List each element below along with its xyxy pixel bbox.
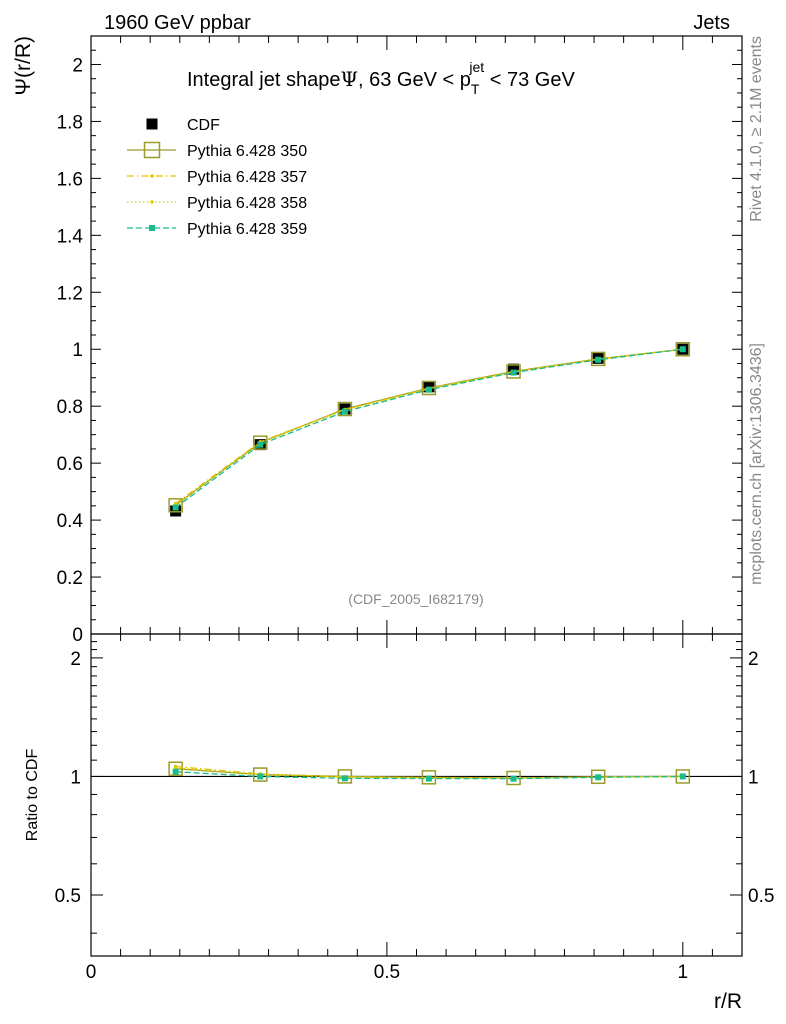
legend-marker-2	[150, 174, 154, 178]
main-y-tick-label: 1.8	[57, 112, 83, 133]
main-y-tick-label: 0.4	[57, 511, 84, 532]
main-point-4-5	[595, 356, 602, 363]
main-point-4-4	[510, 369, 517, 376]
ratio-point-3-4	[510, 775, 517, 782]
ratio-y-tick-label-right: 0.5	[748, 886, 774, 907]
rivet-version-label: Rivet 4.1.0, ≥ 2.1M events	[748, 36, 765, 222]
main-y-tick-label: 1.4	[57, 226, 84, 247]
main-point-1-2	[337, 401, 353, 417]
main-series-1	[168, 341, 691, 513]
ratio-series-3	[172, 768, 686, 782]
main-point-4-2	[341, 408, 348, 415]
main-series-line-3	[175, 348, 683, 506]
legend-label-4: Pythia 6.428 359	[187, 221, 307, 238]
main-point-1-0	[168, 498, 183, 513]
title-suffix: < 73 GeV	[484, 69, 575, 91]
main-point-0-4	[508, 363, 520, 375]
main-y-axis-label: Ψ(r/R)	[12, 36, 35, 96]
main-series-3	[173, 347, 685, 507]
mcplots-label: mcplots.cern.ch [arXiv:1306.3436]	[748, 343, 765, 585]
title-psi: Ψ	[340, 67, 358, 91]
main-y-tick-label: 0.8	[57, 397, 83, 418]
main-series-4	[172, 346, 686, 511]
ratio-point-3-5	[595, 774, 602, 781]
main-series-group	[168, 341, 691, 517]
main-y-tick-label: 0.6	[57, 454, 83, 475]
title-mid: , 63 GeV < p	[358, 69, 471, 91]
ratio-frame	[90, 633, 743, 957]
title-sub: T	[471, 81, 480, 97]
main-y-tick-label: 0.2	[57, 568, 83, 589]
ratio-series-group	[168, 761, 691, 786]
main-point-4-0	[172, 504, 179, 511]
header-right-label: Jets	[693, 12, 730, 34]
legend-label-2: Pythia 6.428 357	[187, 169, 307, 186]
header-left-label: 1960 GeV ppbar	[104, 12, 251, 34]
main-y-tick-label: 1	[72, 340, 83, 361]
main-y-tick-label: 1.6	[57, 169, 83, 190]
main-y-tick-label: 1.2	[57, 283, 83, 304]
legend-item-0: CDF	[146, 117, 220, 134]
main-point-4-3	[425, 386, 432, 393]
ratio-point-3-2	[341, 775, 348, 782]
main-point-1-6	[675, 341, 691, 357]
legend: CDF Pythia 6.428 350 Pythia 6.428 357 Pythi…	[127, 117, 307, 238]
ratio-x-axis: 0 0.5 1	[86, 634, 743, 983]
ratio-y-tick-label: 2	[70, 649, 81, 670]
main-y-axis: 0 0.2 0.4 0.6 0.8 1 1.2 1.4 1.6 1.8 2	[57, 35, 742, 646]
main-series-line-2	[175, 348, 683, 505]
ratio-y-tick-label-right: 1	[748, 767, 759, 788]
legend-marker-3	[150, 200, 154, 204]
ratio-point-0-0	[168, 761, 183, 777]
main-x-axis	[90, 36, 743, 634]
legend-marker-0	[146, 118, 158, 130]
main-y-tick-label: 0	[72, 625, 83, 646]
legend-marker-1	[143, 141, 161, 159]
main-panel: 0 0.2 0.4 0.6 0.8 1 1.2 1.4 1.6 1.8 2 Ψ(r/R) Integ…	[12, 35, 743, 646]
main-point-1-4	[506, 364, 521, 379]
main-chart-title: Integral jet shapeΨ, 63 GeV < pTjet < 73…	[187, 59, 575, 97]
legend-item-2: Pythia 6.428 357	[127, 169, 307, 186]
x-tick-label: 0.5	[374, 962, 400, 983]
main-series-2	[173, 347, 685, 506]
x-axis-label: r/R	[714, 990, 742, 1013]
main-series-line-4	[175, 348, 683, 509]
ratio-y-axis-label: Ratio to CDF	[24, 749, 41, 842]
ratio-point-3-3	[425, 775, 432, 782]
ratio-point-3-0	[172, 768, 179, 775]
ratio-y-tick-label-right: 2	[748, 649, 759, 670]
x-tick-label: 0	[86, 962, 97, 983]
ratio-y-axis: 0.5 0.5 1 1 2 2	[55, 641, 774, 934]
ratio-point-3-6	[679, 773, 686, 780]
ratio-y-tick-label: 0.5	[55, 886, 81, 907]
main-point-0-0	[170, 505, 182, 517]
ratio-point-3-1	[257, 773, 264, 780]
title-prefix: Integral jet shape	[187, 69, 340, 91]
ratio-y-tick-label: 1	[70, 767, 81, 788]
legend-marker-4	[149, 225, 155, 231]
main-y-tick-label: 2	[72, 55, 83, 76]
legend-label-0: CDF	[187, 117, 220, 134]
main-point-4-6	[679, 346, 686, 353]
ratio-panel: 0.5 0.51 12 2 0 0.5 1 Ratio to CDF r/R	[24, 633, 774, 1013]
x-tick-label: 1	[678, 962, 689, 983]
legend-item-1: Pythia 6.428 350	[127, 141, 307, 160]
main-point-4-1	[257, 441, 264, 448]
legend-label-1: Pythia 6.428 350	[187, 143, 307, 160]
legend-item-3: Pythia 6.428 358	[127, 195, 307, 212]
analysis-watermark: (CDF_2005_I682179)	[348, 591, 483, 607]
main-series-line-1	[175, 348, 683, 506]
legend-label-3: Pythia 6.428 358	[187, 195, 307, 212]
title-sup: jet	[468, 59, 484, 75]
main-series-0	[170, 343, 689, 517]
legend-item-4: Pythia 6.428 359	[127, 221, 307, 238]
